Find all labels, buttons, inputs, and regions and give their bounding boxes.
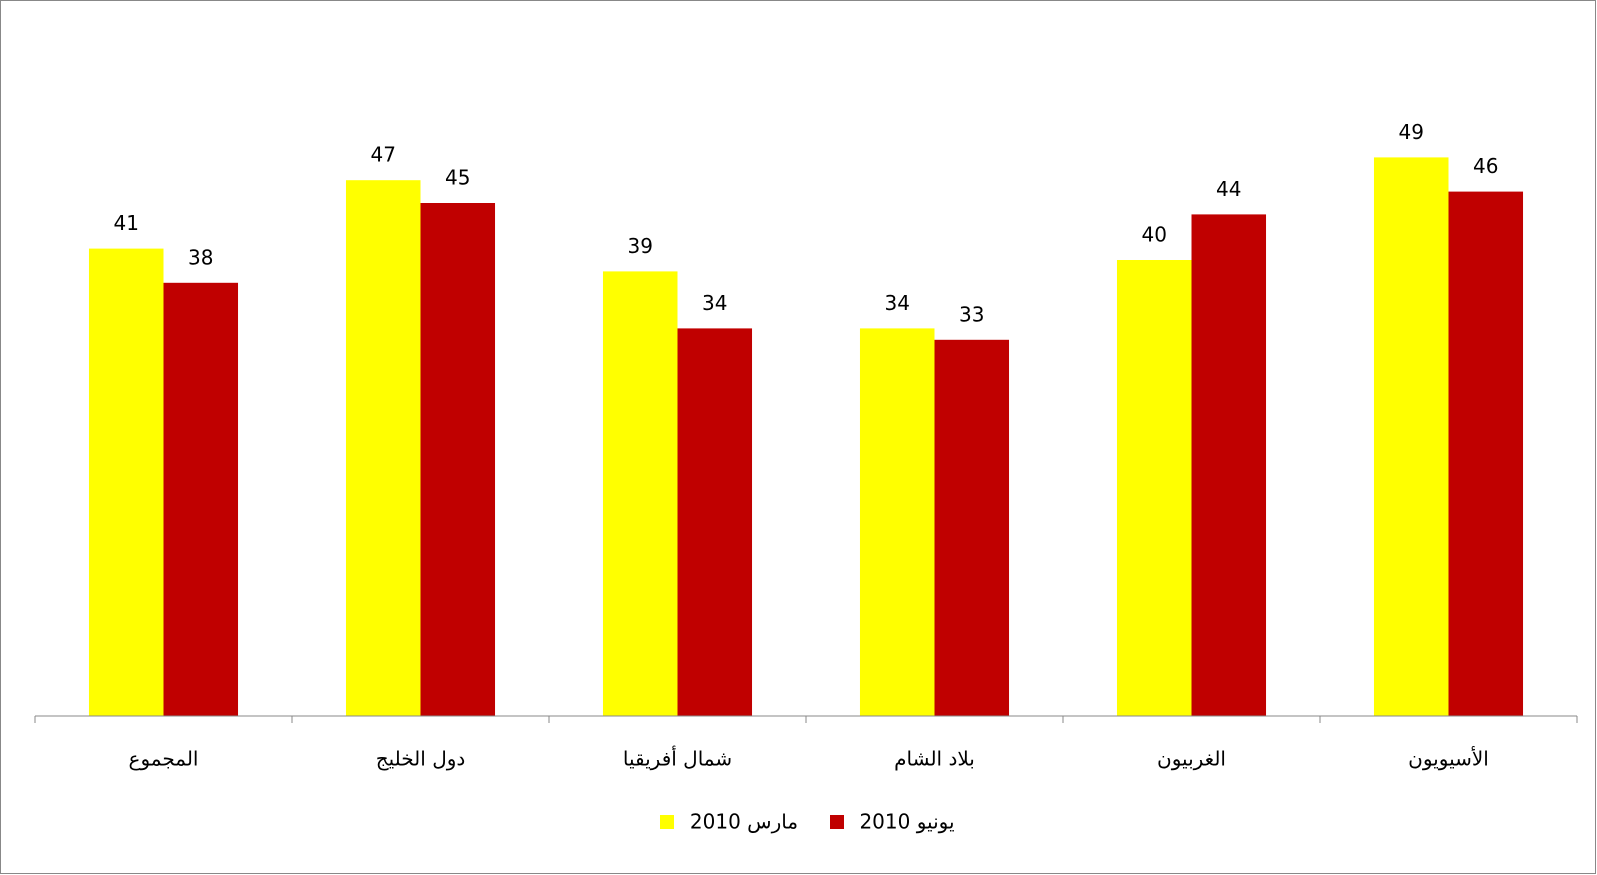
data-label: 45: [445, 166, 470, 190]
bar: [1116, 260, 1192, 716]
bar: [420, 203, 496, 716]
legend-swatch: [830, 815, 844, 829]
x-tick-label: الغربيون: [1157, 747, 1226, 771]
x-tick-label: المجموع: [129, 747, 199, 771]
data-label: 33: [959, 302, 984, 326]
data-label: 34: [885, 291, 910, 315]
x-tick-label: دول الخليج: [376, 747, 466, 771]
bar: [1191, 214, 1267, 716]
data-label: 49: [1399, 120, 1424, 144]
bar: [602, 271, 678, 716]
data-label: 47: [371, 143, 396, 167]
data-label: 40: [1142, 223, 1167, 247]
data-label: 38: [188, 245, 213, 269]
x-tick-label: بلاد الشام: [894, 747, 975, 771]
data-label: 46: [1473, 154, 1498, 178]
data-label: 44: [1216, 177, 1241, 201]
bar: [1448, 191, 1524, 717]
data-label: 39: [628, 234, 653, 258]
bar: [163, 282, 239, 716]
x-tick-label: الأسيويون: [1408, 747, 1489, 771]
data-label: 34: [702, 291, 727, 315]
bar: [859, 328, 935, 716]
legend-label: مارس 2010: [690, 810, 798, 834]
bar: [88, 248, 164, 716]
data-label: 41: [114, 211, 139, 235]
bar: [1373, 157, 1449, 716]
x-tick-label: شمال أفريقيا: [623, 746, 732, 771]
bar: [934, 339, 1010, 716]
legend-label: يونيو 2010: [859, 810, 954, 834]
bar: [677, 328, 753, 716]
legend-swatch: [660, 815, 674, 829]
bar: [345, 180, 421, 716]
